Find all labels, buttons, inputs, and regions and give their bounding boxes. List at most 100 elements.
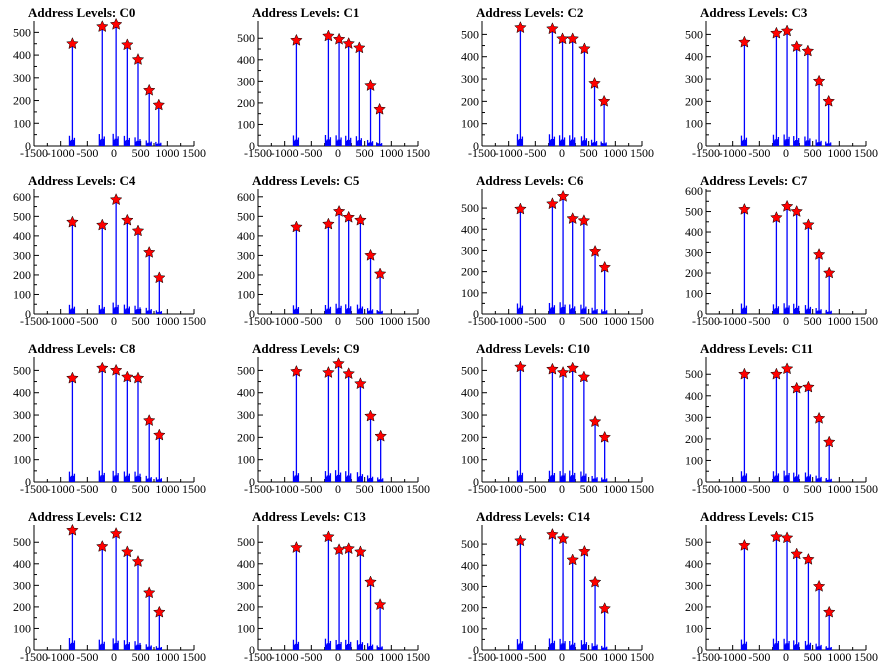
peak-star-marker xyxy=(352,41,366,54)
y-tick-label: 100 xyxy=(237,453,255,467)
x-tick-label: -1500 xyxy=(20,146,48,160)
subplot-4: Address Levels: C4 0 100 200 300 400 500 600 -15… xyxy=(13,173,206,328)
y-tick-label: 500 xyxy=(13,363,31,377)
x-tick-label: 1500 xyxy=(630,146,654,160)
x-tick-label: 0 xyxy=(783,650,789,664)
x-tick-label: 1000 xyxy=(379,482,403,496)
subplot-5: Address Levels: C5 0 100 200 300 400 500 600 -15… xyxy=(237,173,430,328)
peak-star-marker xyxy=(131,52,145,66)
subplot-3: Address Levels: C30100200300400500-1500-… xyxy=(685,5,878,160)
peak-star-marker xyxy=(121,370,134,383)
y-tick-label: 0 xyxy=(249,643,255,657)
peak-star-marker xyxy=(66,371,79,384)
peak-star-marker xyxy=(109,526,123,540)
subplot-title: Address Levels: C10 xyxy=(476,341,590,356)
x-tick-label: -500 xyxy=(76,314,98,328)
peak-star-marker xyxy=(802,380,815,393)
x-tick-label: 1000 xyxy=(603,146,627,160)
peak-star-marker xyxy=(322,530,335,543)
x-tick-label: 1000 xyxy=(379,314,403,328)
x-tick-label: -1500 xyxy=(468,314,496,328)
peak-star-marker xyxy=(131,224,145,237)
y-tick-label: 400 xyxy=(237,53,255,67)
x-tick-label: 1500 xyxy=(182,650,206,664)
x-tick-label: 1500 xyxy=(182,482,206,496)
x-tick-label: 500 xyxy=(804,314,822,328)
peak-star-marker xyxy=(109,193,123,206)
y-tick-label: 200 xyxy=(13,600,31,614)
y-tick-label: 400 xyxy=(685,557,703,571)
x-tick-label: 1500 xyxy=(182,314,206,328)
peak-star-marker xyxy=(812,74,826,87)
peak-star-marker xyxy=(822,266,836,279)
y-tick-label: 100 xyxy=(237,287,255,301)
x-tick-label: -1000 xyxy=(719,314,747,328)
peak-star-marker xyxy=(566,553,580,566)
peak-star-marker xyxy=(790,547,803,560)
y-tick-label: 400 xyxy=(13,48,31,62)
x-tick-label: 500 xyxy=(580,146,598,160)
y-tick-label: 100 xyxy=(13,621,31,635)
y-tick-label: 100 xyxy=(685,453,703,467)
subplot-10: Address Levels: C10 0 100 200 300 400 500 -1500… xyxy=(461,341,654,496)
subplot-title: Address Levels: C7 xyxy=(700,173,808,188)
y-tick-label: 400 xyxy=(461,222,479,236)
x-tick-label: 500 xyxy=(356,650,374,664)
x-tick-label: 0 xyxy=(559,314,565,328)
x-tick-label: 500 xyxy=(580,314,598,328)
peak-star-marker xyxy=(142,245,156,258)
peak-star-marker xyxy=(790,204,804,217)
peak-star-marker xyxy=(142,586,156,599)
peak-star-marker xyxy=(822,605,836,618)
peak-star-marker xyxy=(822,435,836,448)
peak-star-marker xyxy=(780,531,794,544)
y-tick-label: 0 xyxy=(473,307,479,321)
x-tick-label: 1500 xyxy=(854,146,878,160)
y-tick-label: 0 xyxy=(473,643,479,657)
y-tick-label: 200 xyxy=(13,268,31,282)
y-tick-label: 500 xyxy=(237,363,255,377)
subplot-title: Address Levels: C11 xyxy=(700,341,813,356)
peak-star-marker xyxy=(812,247,826,260)
x-tick-label: 1500 xyxy=(406,314,430,328)
subplot-9: Address Levels: C90100200300400500-1500-… xyxy=(237,341,430,496)
y-tick-label: 600 xyxy=(13,190,31,204)
peak-star-marker xyxy=(780,199,794,212)
peak-star-marker xyxy=(578,544,591,557)
y-tick-label: 200 xyxy=(685,432,703,446)
x-tick-label: 0 xyxy=(559,482,565,496)
peak-star-marker xyxy=(131,371,145,384)
peak-star-marker xyxy=(780,362,794,375)
subplot-1: Address Levels: C10100200300400500-1500-… xyxy=(237,5,430,160)
y-tick-label: 0 xyxy=(25,475,31,489)
x-tick-label: -1000 xyxy=(495,650,523,664)
y-tick-label: 500 xyxy=(685,367,703,381)
peak-star-marker xyxy=(96,218,109,231)
y-tick-label: 100 xyxy=(237,621,255,635)
x-tick-label: -1000 xyxy=(47,314,75,328)
peak-star-marker xyxy=(598,602,611,615)
x-tick-label: -1500 xyxy=(692,482,720,496)
x-tick-label: 500 xyxy=(804,146,822,160)
peak-star-marker xyxy=(738,35,751,48)
x-tick-label: 0 xyxy=(783,314,789,328)
x-tick-label: -500 xyxy=(524,146,546,160)
peak-star-marker xyxy=(812,411,826,424)
peak-star-marker xyxy=(66,215,79,228)
x-tick-label: -1000 xyxy=(271,314,299,328)
peak-star-marker xyxy=(566,212,580,224)
y-tick-label: 300 xyxy=(13,578,31,592)
peak-star-marker xyxy=(812,579,826,592)
y-tick-label: 300 xyxy=(237,74,255,88)
peak-star-marker xyxy=(373,102,386,115)
y-tick-label: 300 xyxy=(461,72,479,86)
peak-star-marker xyxy=(152,605,166,618)
x-tick-label: -1500 xyxy=(468,650,496,664)
subplot-15: Address Levels: C15 0 100 200 300 400 500 -1500… xyxy=(685,509,878,664)
peak-star-marker xyxy=(577,370,591,383)
y-tick-label: 200 xyxy=(237,268,255,282)
subplot-title: Address Levels: C5 xyxy=(252,173,360,188)
peak-star-marker xyxy=(374,429,388,442)
x-tick-label: 0 xyxy=(335,650,341,664)
y-tick-label: 500 xyxy=(685,205,703,219)
